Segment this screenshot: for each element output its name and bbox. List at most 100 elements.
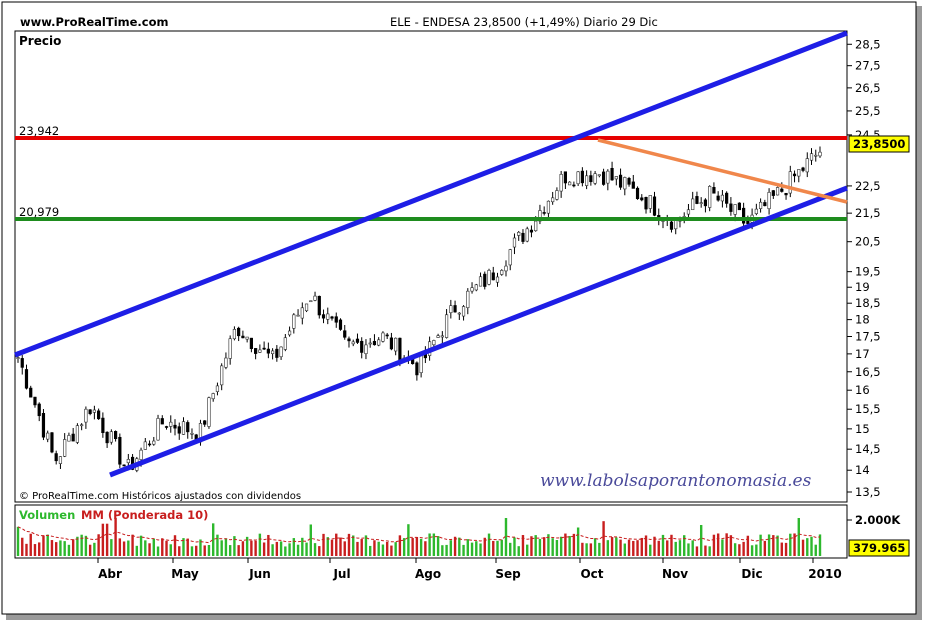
candle-body [729, 203, 733, 212]
volume-bar [602, 521, 605, 556]
candle-body [377, 339, 381, 346]
candle-body [775, 187, 780, 196]
resistance-label: 23,942 [19, 124, 59, 138]
candle-body [474, 284, 478, 291]
candle-body [534, 220, 538, 232]
candle-body [58, 456, 63, 464]
candle-body [54, 453, 58, 462]
candle-body [338, 319, 343, 330]
price-axis-tick-label: 25,5 [855, 104, 881, 118]
volume-bar [54, 542, 58, 556]
candle-body [466, 290, 470, 308]
volume-bar [105, 523, 109, 556]
volume-bar [517, 546, 520, 556]
price-axis-tick-label: 17 [855, 347, 870, 361]
candle-body [126, 459, 130, 464]
candle-body [389, 337, 394, 350]
candle-body [279, 346, 283, 358]
candle-body [478, 276, 483, 287]
candle-body [181, 421, 186, 435]
volume-bar [356, 541, 359, 556]
candle-body [449, 305, 453, 314]
volume-bar [88, 544, 92, 556]
site-name[interactable]: www.ProRealTime.com [20, 15, 169, 29]
candle-body [708, 186, 712, 208]
volume-bar [97, 534, 100, 556]
volume-bar [666, 540, 669, 556]
date-axis-label: Jun [248, 567, 271, 581]
candle-body [211, 393, 215, 400]
candle-body [321, 314, 326, 319]
price-axis-tick-label: 19 [855, 280, 870, 294]
candle-body [364, 344, 368, 354]
volume-bar [678, 540, 682, 556]
candle-body [593, 173, 597, 184]
candle-body [317, 295, 321, 316]
candle-body [767, 192, 771, 209]
candle-body [805, 158, 809, 173]
volume-bar [610, 537, 614, 556]
candle-body [368, 342, 372, 345]
volume-bar [326, 537, 329, 556]
volume-bar [755, 544, 758, 556]
volume-bar [674, 541, 677, 556]
candle-body [258, 349, 262, 353]
volume-bar [708, 546, 711, 556]
candle-body [232, 329, 237, 340]
candle-body [814, 154, 818, 157]
candle-body [220, 365, 224, 386]
candle-body [41, 413, 46, 438]
date-axis-label: Oct [580, 567, 603, 581]
volume-bar [712, 534, 716, 556]
candle-body [699, 202, 703, 204]
candle-body [351, 341, 355, 345]
candle-body [457, 312, 461, 315]
volume-bar [33, 544, 37, 556]
volume-bar [559, 536, 563, 556]
volume-bar [551, 538, 554, 556]
volume-bar [296, 544, 300, 556]
candle-body [440, 335, 444, 338]
volume-bar [492, 540, 495, 556]
candle-body [143, 441, 147, 450]
price-axis-tick-label: 15 [855, 422, 870, 436]
candle-body [16, 357, 20, 359]
last-volume-value: 379.965 [853, 541, 905, 555]
volume-bar [589, 543, 593, 556]
candle-body [292, 314, 296, 329]
volume-bar [487, 533, 491, 556]
volume-bar [509, 542, 512, 556]
candle-body [63, 439, 67, 457]
volume-bar [513, 537, 516, 556]
volume-bar [432, 533, 436, 556]
candle-body [797, 169, 801, 177]
volume-bar [25, 543, 28, 556]
volume-bar [322, 533, 325, 556]
candle-body [618, 174, 623, 188]
volume-bar [63, 541, 66, 556]
volume-bar [598, 542, 601, 556]
volume-bar [262, 542, 266, 556]
price-axis-tick-label: 19,5 [855, 265, 881, 279]
candle-body [470, 287, 474, 292]
candle-body [50, 432, 54, 453]
candle-body [648, 195, 652, 209]
volume-bar [267, 534, 270, 556]
volume-bar [479, 543, 482, 556]
volume-bar [784, 542, 788, 556]
candle-body [551, 197, 555, 203]
volume-bar [695, 546, 699, 556]
candle-body [542, 212, 546, 214]
candle-body [156, 418, 160, 441]
volume-bar [233, 536, 236, 556]
candle-body [546, 200, 551, 214]
price-panel [14, 30, 848, 503]
volume-bar [738, 544, 741, 556]
date-axis-label: Abr [98, 567, 122, 581]
volume-bar [428, 533, 431, 556]
candle-body [763, 202, 767, 207]
date-axis-label: Sep [495, 567, 521, 581]
volume-bar [228, 545, 232, 556]
volume-bar [301, 537, 304, 556]
price-axis-tick-label: 15,5 [855, 402, 881, 416]
